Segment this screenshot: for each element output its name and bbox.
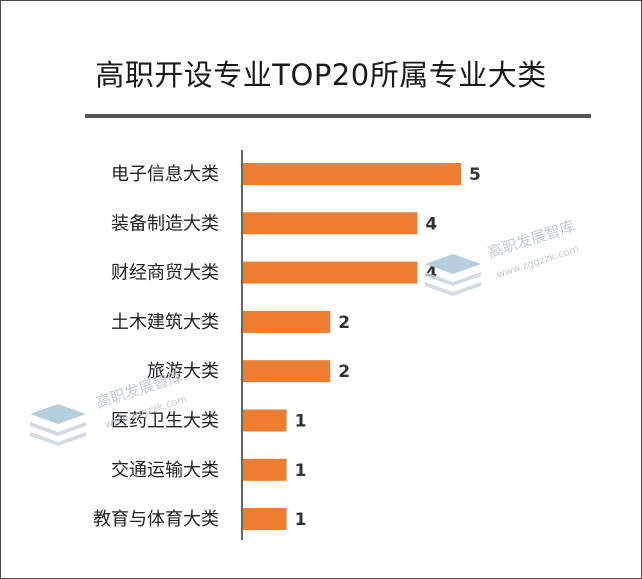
category-label-3: 土木建筑大类 bbox=[111, 312, 219, 333]
bar-6 bbox=[243, 458, 287, 481]
stacked-layers-icon bbox=[425, 254, 481, 296]
title-underline bbox=[85, 114, 591, 118]
value-label-6: 1 bbox=[295, 461, 307, 481]
category-label-5: 医药卫生大类 bbox=[111, 411, 219, 432]
watermark-right: 高职发展智库 www.zggzzk.com bbox=[425, 217, 580, 296]
bar-3 bbox=[243, 310, 331, 333]
watermark-left: 高职发展智库 www.zggzzk.com bbox=[30, 367, 188, 446]
category-label-0: 电子信息大类 bbox=[111, 164, 219, 185]
category-label-4: 旅游大类 bbox=[147, 361, 219, 382]
bar-5 bbox=[243, 409, 287, 432]
chart-title: 高职开设专业TOP20所属专业大类 bbox=[95, 58, 547, 92]
bar-7 bbox=[243, 508, 287, 531]
value-label-3: 2 bbox=[338, 313, 350, 333]
bar-0 bbox=[243, 163, 461, 185]
value-label-7: 1 bbox=[295, 510, 307, 530]
value-label-5: 1 bbox=[295, 412, 307, 432]
category-label-6: 交通运输大类 bbox=[111, 460, 219, 481]
stacked-layers-icon bbox=[30, 404, 86, 446]
category-label-1: 装备制造大类 bbox=[111, 213, 219, 234]
bar-4 bbox=[243, 360, 331, 383]
category-label-2: 财经商贸大类 bbox=[111, 263, 219, 284]
bar-2 bbox=[243, 261, 418, 284]
bar-1 bbox=[243, 212, 418, 235]
value-label-1: 4 bbox=[425, 214, 437, 234]
value-label-0: 5 bbox=[469, 165, 481, 185]
value-label-4: 2 bbox=[338, 362, 350, 382]
category-label-7: 教育与体育大类 bbox=[93, 509, 219, 530]
